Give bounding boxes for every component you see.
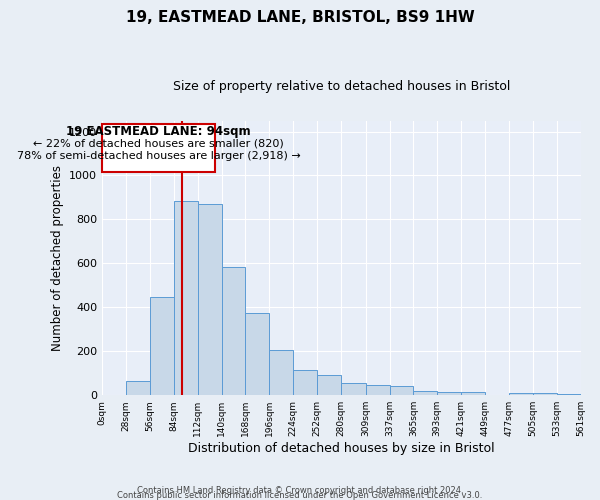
Bar bbox=[365, 386, 389, 395]
Bar bbox=[437, 392, 461, 395]
Text: 78% of semi-detached houses are larger (2,918) →: 78% of semi-detached houses are larger (… bbox=[17, 150, 301, 160]
Bar bbox=[293, 370, 317, 395]
Bar bbox=[269, 350, 293, 395]
Text: ← 22% of detached houses are smaller (820): ← 22% of detached houses are smaller (82… bbox=[33, 138, 284, 148]
Bar bbox=[126, 381, 150, 395]
Bar bbox=[461, 392, 485, 395]
Bar bbox=[533, 394, 557, 395]
Bar bbox=[413, 391, 437, 395]
Bar bbox=[317, 376, 341, 395]
Bar bbox=[341, 383, 365, 395]
Text: Contains HM Land Registry data © Crown copyright and database right 2024.: Contains HM Land Registry data © Crown c… bbox=[137, 486, 463, 495]
Text: Contains public sector information licensed under the Open Government Licence v3: Contains public sector information licen… bbox=[118, 490, 482, 500]
X-axis label: Distribution of detached houses by size in Bristol: Distribution of detached houses by size … bbox=[188, 442, 494, 455]
Bar bbox=[150, 298, 174, 395]
Bar bbox=[174, 201, 197, 395]
Bar bbox=[389, 386, 413, 395]
Y-axis label: Number of detached properties: Number of detached properties bbox=[50, 165, 64, 351]
Bar bbox=[509, 393, 533, 395]
Text: 19, EASTMEAD LANE, BRISTOL, BS9 1HW: 19, EASTMEAD LANE, BRISTOL, BS9 1HW bbox=[125, 10, 475, 25]
Bar bbox=[245, 313, 269, 395]
Bar bbox=[221, 266, 245, 395]
Text: 19 EASTMEAD LANE: 94sqm: 19 EASTMEAD LANE: 94sqm bbox=[66, 125, 251, 138]
Bar bbox=[197, 204, 221, 395]
Title: Size of property relative to detached houses in Bristol: Size of property relative to detached ho… bbox=[173, 80, 510, 93]
Bar bbox=[557, 394, 581, 395]
FancyBboxPatch shape bbox=[102, 124, 215, 172]
